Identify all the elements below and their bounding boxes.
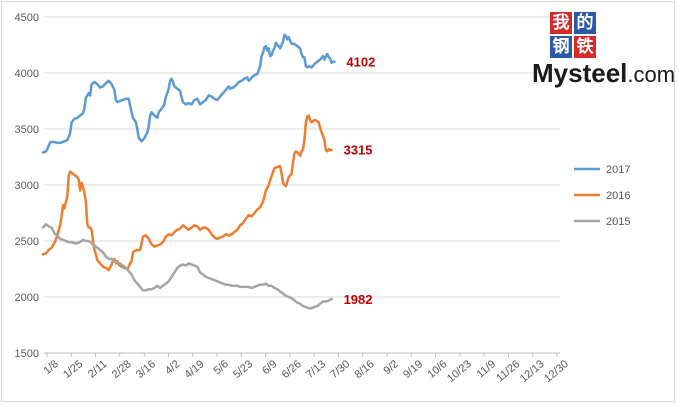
series-lines xyxy=(41,33,336,310)
x-axis: 1/8 1/25 2/11 2/28 3/16 4/2 4/19 5/6 5/23 6/9 6/26… xyxy=(41,352,571,385)
y-tick-label: 4000 xyxy=(15,68,39,80)
series-line-2017 xyxy=(41,33,336,154)
legend-label-2015: 2015 xyxy=(606,216,630,228)
gridlines xyxy=(44,16,560,298)
end-label-2017: 4102 xyxy=(346,55,375,70)
logo-char-3: 钢 xyxy=(550,36,572,58)
x-tick-label: 5/23 xyxy=(231,358,255,381)
x-tick-label: 3/16 xyxy=(134,358,158,381)
x-tick-label: 7/13 xyxy=(304,358,328,381)
logo-word-suffix: .com xyxy=(627,62,676,87)
series-line-2016 xyxy=(41,114,333,272)
y-tick-label: 2000 xyxy=(15,292,39,304)
series-line-2015 xyxy=(41,222,333,310)
mysteel-logo: 我 的 钢 铁 Mysteel.com xyxy=(532,12,675,88)
x-tick-label: 10/23 xyxy=(445,358,474,385)
legend: 2017 2016 2015 xyxy=(574,164,630,228)
x-tick-label: 6/9 xyxy=(260,358,279,377)
x-tick-label: 9/19 xyxy=(401,358,425,381)
logo-char-2: 的 xyxy=(574,12,596,34)
x-tick-label: 7/30 xyxy=(328,358,352,381)
y-tick-label: 3000 xyxy=(15,180,39,192)
logo-char-4: 铁 xyxy=(574,36,596,58)
legend-label-2017: 2017 xyxy=(606,164,630,176)
y-tick-label: 3500 xyxy=(15,124,39,136)
x-tick-label: 5/6 xyxy=(211,358,230,377)
x-tick-label: 9/2 xyxy=(381,358,400,377)
logo-char-1: 我 xyxy=(550,12,572,34)
end-label-2015: 1982 xyxy=(344,292,373,307)
x-tick-label: 11/26 xyxy=(494,358,522,384)
x-tick-label: 6/26 xyxy=(280,358,304,381)
x-tick-label: 4/2 xyxy=(163,358,182,377)
x-tick-label: 8/16 xyxy=(353,358,377,381)
y-tick-label: 2500 xyxy=(15,236,39,248)
logo-word-main: Mysteel xyxy=(532,58,628,88)
y-axis-ticks: 1500 2000 2500 3000 3500 4000 4500 xyxy=(15,12,39,360)
x-tick-label: 2/28 xyxy=(110,358,134,381)
x-tick-label: 12/13 xyxy=(518,358,547,385)
end-label-2016: 3315 xyxy=(344,143,373,158)
y-tick-label: 1500 xyxy=(15,348,39,360)
logo-wordmark: Mysteel.com xyxy=(532,58,675,89)
x-tick-label: 1/8 xyxy=(41,358,60,377)
x-tick-label: 2/11 xyxy=(86,358,109,380)
legend-label-2016: 2016 xyxy=(606,190,630,202)
end-value-labels: 4102 3315 1982 xyxy=(344,55,376,307)
x-tick-label: 4/19 xyxy=(183,358,207,381)
y-tick-label: 4500 xyxy=(15,12,39,24)
x-tick-label: 12/30 xyxy=(542,358,571,385)
x-tick-label: 1/25 xyxy=(61,358,85,381)
